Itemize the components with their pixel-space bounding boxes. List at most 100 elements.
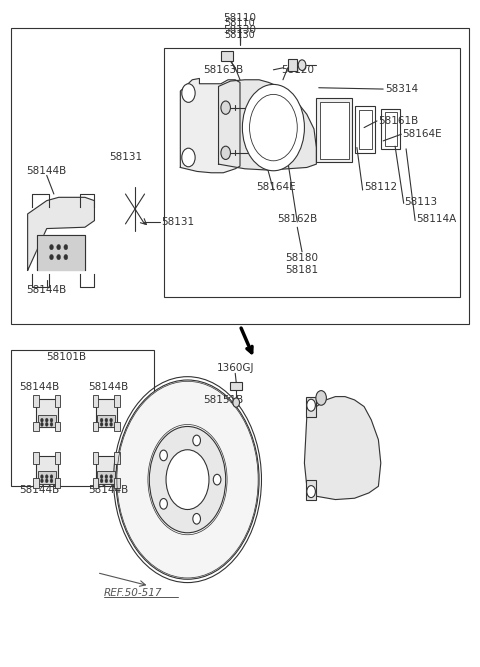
Circle shape [50,422,53,426]
Circle shape [45,475,48,479]
Bar [33,478,39,488]
Bar [55,452,60,464]
Circle shape [233,398,240,408]
Circle shape [242,85,304,171]
Circle shape [105,418,108,422]
Bar [114,396,120,408]
Circle shape [40,475,43,479]
Text: 58181: 58181 [286,265,319,275]
Circle shape [307,400,315,412]
Circle shape [221,146,230,159]
Circle shape [100,475,103,479]
Circle shape [182,148,195,167]
Bar [33,396,39,408]
Bar [97,471,115,484]
Circle shape [100,479,103,483]
Circle shape [49,245,53,250]
Text: 58144B: 58144B [20,485,60,495]
Bar [316,98,352,162]
Text: 58130: 58130 [225,29,255,39]
Text: 58163B: 58163B [203,65,243,75]
Circle shape [182,84,195,102]
Polygon shape [37,235,85,270]
Circle shape [50,418,53,422]
Circle shape [221,101,230,114]
Circle shape [40,418,43,422]
Text: 58112: 58112 [364,182,397,192]
Circle shape [64,254,68,259]
Text: 58164E: 58164E [256,182,296,192]
Circle shape [50,479,53,483]
Text: 58144B: 58144B [26,285,67,295]
Circle shape [57,254,60,259]
Text: 58113: 58113 [405,197,438,207]
Circle shape [50,475,53,479]
Text: 58101B: 58101B [46,352,86,362]
Circle shape [57,245,60,250]
Bar [93,478,98,488]
Bar [114,452,120,464]
Text: 58130: 58130 [224,25,256,35]
Circle shape [45,479,48,483]
Bar [38,415,56,427]
Bar [38,471,56,484]
Circle shape [110,479,113,483]
Circle shape [160,498,168,509]
Circle shape [316,391,326,406]
Text: 58144B: 58144B [89,382,129,392]
Bar [55,396,60,408]
Text: 58162B: 58162B [277,214,317,224]
Text: 58131: 58131 [161,217,194,227]
Bar [320,101,349,159]
Text: 58314: 58314 [385,84,419,94]
Bar [96,400,117,427]
Bar [221,51,233,61]
Bar [11,28,469,323]
Circle shape [40,479,43,483]
Text: 58144B: 58144B [26,166,67,176]
Polygon shape [180,79,240,173]
Circle shape [307,486,315,498]
Bar [33,452,39,464]
Circle shape [45,422,48,426]
Circle shape [110,475,113,479]
Bar [55,422,60,431]
Circle shape [160,450,168,461]
Circle shape [49,254,53,259]
Text: 58110: 58110 [224,13,256,23]
Bar [230,382,242,390]
Circle shape [105,475,108,479]
Text: 58151B: 58151B [203,395,243,405]
Text: 1360GJ: 1360GJ [216,363,254,373]
Circle shape [100,418,103,422]
Circle shape [105,422,108,426]
Circle shape [166,450,209,510]
Bar [36,456,58,484]
Text: 58180: 58180 [286,253,319,263]
Bar [356,106,374,153]
Circle shape [100,422,103,426]
Text: REF.50-517: REF.50-517 [104,588,163,598]
Text: 58114A: 58114A [417,214,457,224]
Text: 58144B: 58144B [20,382,60,392]
Circle shape [298,60,306,71]
Text: 58144B: 58144B [89,485,129,495]
Bar [93,396,98,408]
Circle shape [105,479,108,483]
Text: 58131: 58131 [109,153,142,163]
Circle shape [110,422,113,426]
Bar [96,456,117,484]
Circle shape [40,422,43,426]
Bar [11,350,154,486]
Bar [55,478,60,488]
Bar [360,110,372,149]
Bar [306,480,316,500]
Text: 58164E: 58164E [402,129,442,139]
Circle shape [64,245,68,250]
Text: 58120: 58120 [281,65,314,75]
Bar [97,415,115,427]
Circle shape [110,418,113,422]
Bar [93,452,98,464]
Bar [114,478,120,488]
Polygon shape [304,397,381,500]
